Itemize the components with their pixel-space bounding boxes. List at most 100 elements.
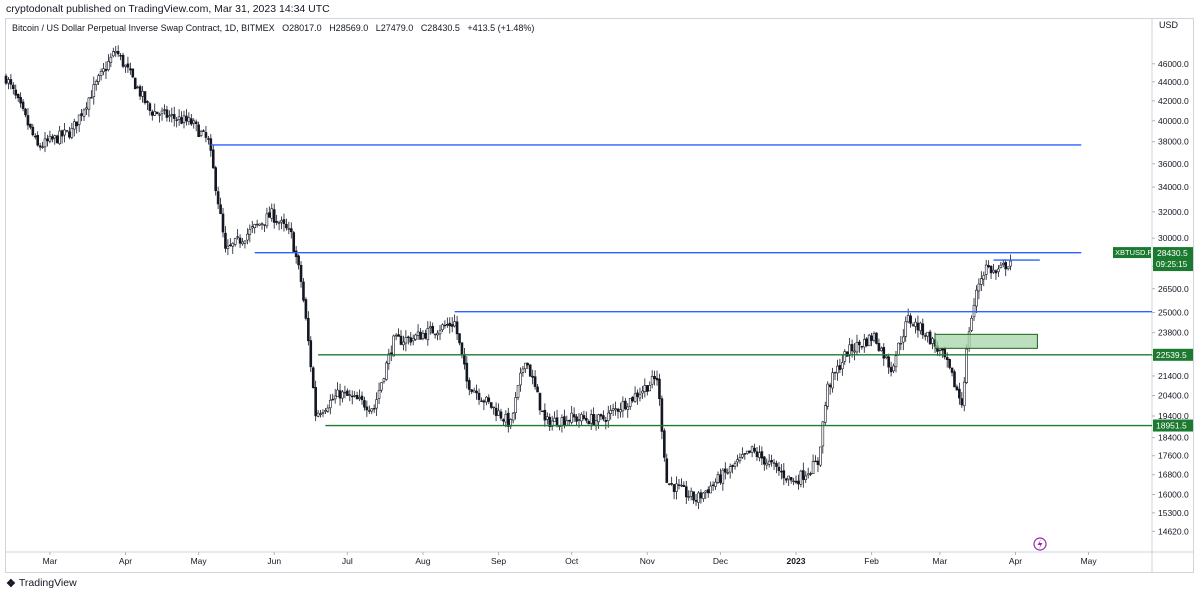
candle-body bbox=[867, 334, 871, 347]
price-tick-label: 20400.0 bbox=[1158, 390, 1189, 400]
candle-body bbox=[526, 363, 530, 366]
candle-body bbox=[119, 55, 122, 57]
price-tick-label: 23800.0 bbox=[1158, 328, 1189, 338]
candle-body bbox=[9, 79, 13, 85]
candle-body bbox=[733, 463, 737, 467]
candle-body bbox=[207, 138, 210, 140]
candle-body bbox=[546, 416, 549, 420]
candle-body bbox=[131, 68, 135, 78]
candle-body bbox=[821, 421, 825, 447]
candle-body bbox=[16, 94, 20, 99]
price-badge-value: 28430.5 bbox=[1157, 248, 1188, 258]
time-tick-label: Aug bbox=[415, 556, 430, 566]
candle-body bbox=[650, 376, 654, 385]
candle-body bbox=[594, 420, 598, 426]
candle-body bbox=[765, 462, 769, 466]
candle-body bbox=[692, 491, 695, 501]
candle-body bbox=[855, 342, 859, 353]
candle-body bbox=[645, 385, 649, 392]
time-tick-label: Mar bbox=[43, 556, 58, 566]
candle-body bbox=[965, 348, 968, 383]
candle-body bbox=[424, 332, 427, 339]
candle-body bbox=[506, 412, 510, 427]
candle-body bbox=[911, 324, 915, 326]
candle-body bbox=[945, 357, 949, 360]
time-tick-label: Sep bbox=[491, 556, 506, 566]
candle-body bbox=[563, 416, 566, 426]
candle-body bbox=[365, 406, 369, 411]
candle-body bbox=[809, 473, 812, 475]
candle-body bbox=[504, 414, 508, 423]
candle-body bbox=[246, 233, 249, 241]
candle-body bbox=[319, 413, 322, 415]
footer-brand[interactable]: TradingView bbox=[18, 577, 77, 589]
candle-body bbox=[31, 126, 35, 136]
candle-body bbox=[938, 349, 942, 351]
candle-body bbox=[87, 97, 91, 110]
candle-body bbox=[231, 242, 235, 247]
candle-body bbox=[333, 395, 337, 400]
candle-body bbox=[758, 452, 761, 458]
candle-body bbox=[750, 446, 754, 453]
candle-body bbox=[90, 97, 93, 99]
candle-body bbox=[538, 392, 542, 411]
candle-body bbox=[446, 324, 449, 326]
candle-body bbox=[75, 121, 79, 127]
candle-body bbox=[24, 108, 27, 116]
candle-body bbox=[19, 96, 22, 104]
candle-body bbox=[721, 469, 725, 484]
candle-body bbox=[875, 332, 878, 344]
candle-body bbox=[348, 394, 352, 396]
candle-body bbox=[168, 115, 171, 118]
candle-body bbox=[589, 414, 593, 424]
candle-body bbox=[229, 244, 232, 247]
candle-body bbox=[458, 333, 461, 344]
price-tick-label: 34000.0 bbox=[1158, 182, 1189, 192]
candle-body bbox=[580, 414, 583, 422]
candle-body bbox=[58, 130, 61, 145]
candle-body bbox=[72, 121, 76, 130]
candle-body bbox=[755, 451, 759, 458]
candle-body bbox=[68, 131, 71, 138]
candle-body bbox=[407, 336, 410, 338]
candle-body bbox=[280, 220, 283, 223]
legend-symbol[interactable]: Bitcoin / US Dollar Perpetual Inverse Sw… bbox=[12, 23, 275, 33]
candle-body bbox=[738, 457, 742, 461]
candle-body bbox=[611, 408, 615, 411]
candle-body bbox=[258, 223, 261, 226]
candle-body bbox=[919, 322, 922, 331]
candle-body bbox=[511, 412, 515, 421]
chart-legend: Bitcoin / US Dollar Perpetual Inverse Sw… bbox=[12, 23, 539, 33]
candle-body bbox=[377, 390, 381, 399]
candle-body bbox=[311, 367, 315, 389]
candle-body bbox=[146, 101, 149, 103]
candle-body bbox=[582, 415, 586, 419]
time-tick-label: May bbox=[191, 556, 208, 566]
candle-body bbox=[784, 478, 788, 481]
candle-body bbox=[450, 324, 454, 327]
candle-body bbox=[12, 84, 15, 89]
candle-body bbox=[980, 278, 983, 285]
candle-body bbox=[560, 417, 564, 426]
candle-body bbox=[485, 396, 488, 403]
candle-body bbox=[760, 451, 764, 459]
candle-body bbox=[109, 56, 113, 63]
tradingview-logo-icon[interactable]: ❖ bbox=[6, 577, 16, 590]
candle-body bbox=[116, 50, 120, 55]
candle-body bbox=[928, 331, 932, 345]
candle-body bbox=[375, 399, 378, 409]
candle-body bbox=[399, 335, 403, 345]
candle-body bbox=[792, 480, 795, 483]
price-tick-label: 15300.0 bbox=[1158, 508, 1189, 518]
candle-body bbox=[697, 492, 700, 503]
candle-body bbox=[736, 459, 739, 463]
candle-body bbox=[160, 110, 164, 115]
price-tick-label: 44000.0 bbox=[1158, 77, 1189, 87]
candle-body bbox=[923, 335, 927, 337]
candle-body bbox=[775, 463, 778, 467]
candle-body bbox=[992, 269, 995, 273]
bar-countdown: 09:25:15 bbox=[1156, 260, 1188, 269]
price-tick-label: 19400.0 bbox=[1158, 411, 1189, 421]
candle-body bbox=[192, 120, 196, 124]
